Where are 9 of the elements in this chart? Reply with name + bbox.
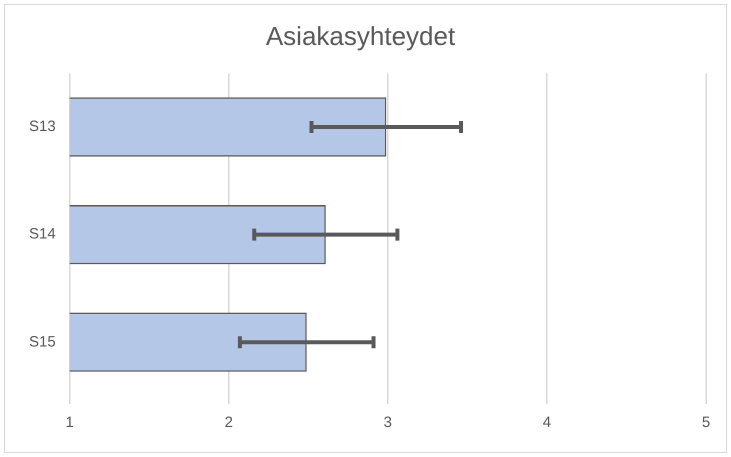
x-tick-label: 2 [224, 414, 233, 432]
chart-title: Asiakasyhteydet [266, 20, 456, 51]
x-tick-label: 1 [66, 414, 74, 432]
y-tick-label: S13 [28, 118, 56, 136]
y-tick-label: S15 [28, 333, 56, 350]
x-tick-label: 4 [542, 414, 552, 432]
y-tick-label: S14 [28, 226, 56, 243]
x-tick-label: 5 [702, 414, 710, 432]
x-tick-label: 3 [384, 414, 392, 432]
